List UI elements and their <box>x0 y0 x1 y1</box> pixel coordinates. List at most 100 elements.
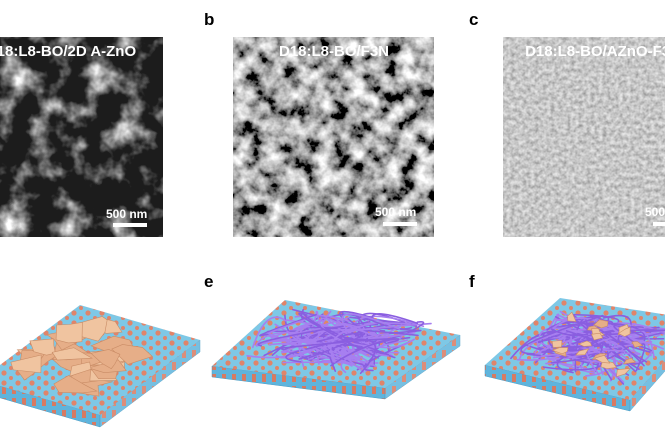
fiber <box>635 343 646 372</box>
fiber <box>312 332 325 350</box>
slab-top <box>485 298 665 400</box>
scale-bar <box>653 222 665 226</box>
fiber <box>531 329 626 355</box>
fiber <box>300 313 365 345</box>
slab <box>211 300 461 400</box>
fiber <box>548 331 647 361</box>
flake <box>45 329 89 351</box>
fiber <box>334 317 372 358</box>
fiber <box>556 317 595 348</box>
flake <box>13 355 40 381</box>
fiber <box>549 317 632 343</box>
flake <box>29 338 56 356</box>
flake <box>617 324 631 336</box>
fiber <box>541 331 665 351</box>
fiber <box>563 350 605 364</box>
fiber <box>293 337 354 359</box>
flake <box>593 355 611 364</box>
flake <box>95 355 125 371</box>
fiber <box>347 318 364 342</box>
fiber <box>337 348 367 372</box>
flake <box>567 311 577 322</box>
fiber <box>316 310 332 365</box>
flake <box>586 325 601 331</box>
flake <box>88 363 120 379</box>
flake <box>94 319 123 334</box>
fiber <box>268 317 314 341</box>
fiber <box>526 314 604 358</box>
slab-side <box>484 364 631 412</box>
title: D18:L8-BO/2D A-ZnO <box>0 43 137 60</box>
fiber <box>570 330 596 372</box>
fiber <box>312 326 342 354</box>
fiber <box>370 349 379 355</box>
fiber <box>307 329 420 346</box>
fiber <box>534 313 620 343</box>
fiber <box>520 314 604 355</box>
slab-side <box>384 334 461 400</box>
flake <box>16 348 62 367</box>
fiber <box>591 331 644 365</box>
fiber <box>356 345 375 371</box>
flake <box>591 328 606 338</box>
fiber <box>538 327 641 355</box>
fiber <box>587 323 637 373</box>
fiber <box>557 335 625 385</box>
fiber <box>303 334 380 345</box>
fiber <box>286 328 381 357</box>
fiber <box>294 314 376 337</box>
fiber <box>286 330 320 352</box>
fiber <box>284 314 339 341</box>
fiber <box>298 332 357 360</box>
fiber <box>267 332 315 360</box>
fiber <box>310 339 353 361</box>
sem-c <box>503 37 665 237</box>
flake <box>591 353 607 360</box>
fiber <box>317 317 366 346</box>
flake <box>631 341 644 348</box>
fiber <box>556 331 587 353</box>
fiber <box>547 314 587 358</box>
fiber <box>550 325 625 361</box>
image-c: D18:L8-BO/AZnO-F3N 500 nm <box>503 37 665 237</box>
fiber <box>288 320 350 365</box>
fiber <box>573 327 665 359</box>
fiber <box>559 310 618 345</box>
fiber <box>536 328 602 359</box>
fiber <box>246 347 313 359</box>
flake <box>119 346 150 359</box>
fiber <box>328 334 401 362</box>
fiber <box>538 347 609 368</box>
fiber <box>562 316 594 344</box>
fiber <box>285 346 315 363</box>
fiber <box>276 338 400 350</box>
panel-label: e <box>204 272 214 291</box>
fiber <box>316 316 374 353</box>
fiber <box>339 310 374 342</box>
slab <box>0 305 201 428</box>
fiber <box>327 319 415 349</box>
fiber <box>562 347 585 372</box>
flake <box>26 347 62 372</box>
fiber <box>516 332 572 361</box>
fiber <box>322 322 432 357</box>
fiber <box>346 323 404 343</box>
fiber <box>570 322 636 354</box>
scale-bar <box>383 222 417 226</box>
fiber <box>546 315 625 340</box>
fiber <box>275 335 344 359</box>
fiber <box>353 326 392 347</box>
flake <box>617 326 631 337</box>
flake <box>10 354 42 374</box>
fiber <box>556 335 618 374</box>
fiber <box>327 336 411 348</box>
flake <box>51 357 86 373</box>
fiber <box>533 322 665 357</box>
fiber <box>518 327 654 361</box>
fiber <box>559 328 609 352</box>
flake <box>90 335 136 355</box>
image-b: D18:L8-BO/F3N 500 nm <box>233 37 434 237</box>
fiber <box>284 325 345 351</box>
fiber <box>285 319 375 371</box>
fiber <box>559 327 594 342</box>
